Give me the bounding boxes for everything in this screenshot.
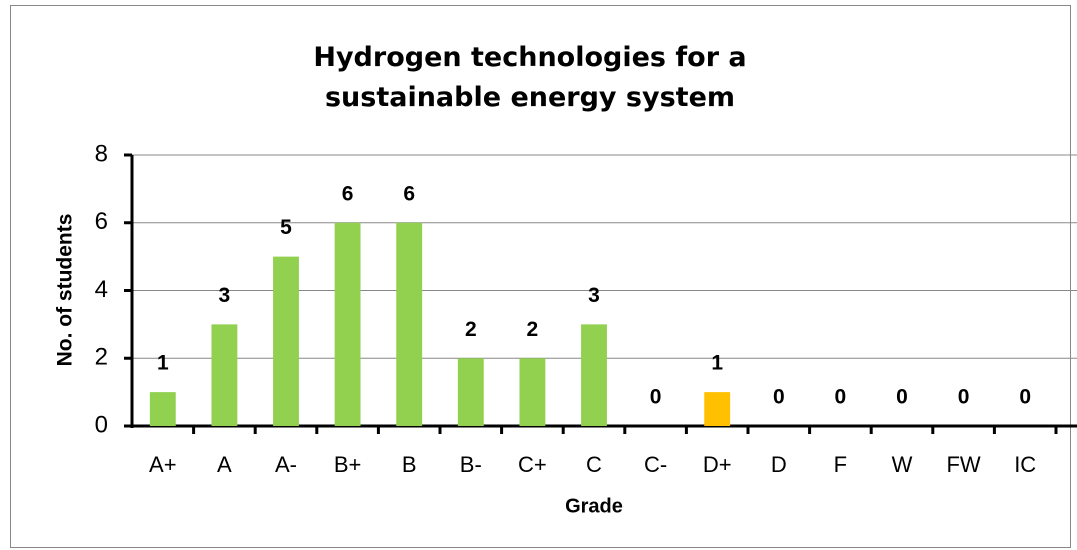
data-label: 2 [465,318,477,341]
x-tick-label: W [892,452,913,477]
x-tick-label: A [217,452,232,477]
bar [457,358,484,426]
x-tick-label: FW [946,452,980,477]
x-tick-label: C+ [518,452,547,477]
x-tick-label: A+ [149,452,177,477]
x-tick-label: F [834,452,847,477]
data-label: 3 [588,284,600,307]
x-tick-label: D+ [703,452,732,477]
bar [519,358,546,426]
chart-frame [10,5,1071,548]
y-axis-title: No. of students [54,214,77,367]
x-tick-label: B+ [334,452,362,477]
bar [581,324,607,426]
y-tick-label: 2 [95,344,108,371]
data-label: 0 [773,386,785,409]
data-label: 1 [157,352,169,375]
bar [273,256,299,426]
x-tick-label: C- [644,452,667,477]
x-tick-label: C [586,452,602,477]
bar [704,392,731,426]
x-tick-label: B- [460,452,482,477]
data-label: 3 [219,284,231,307]
x-tick-label: IC [1014,452,1036,477]
data-label: 1 [711,352,723,375]
x-tick-label: D [771,452,787,477]
data-label: 0 [958,386,970,409]
data-label: 6 [403,182,415,205]
x-tick-label: A- [275,452,297,477]
data-label: 0 [1019,386,1031,409]
x-axis-title: Grade [565,495,623,517]
data-label: 0 [650,386,662,409]
y-tick-label: 8 [95,140,108,167]
data-label: 6 [342,182,354,205]
y-tick-label: 6 [95,208,108,235]
bar [211,324,238,426]
data-label: 2 [527,318,539,341]
bar [334,222,361,426]
data-label: 0 [835,386,847,409]
data-label: 5 [280,216,292,239]
y-tick-label: 0 [95,411,108,438]
y-tick-label: 4 [95,276,108,303]
bar [396,222,423,426]
bar [149,392,176,426]
data-label: 0 [896,386,908,409]
x-tick-label: B [402,452,417,477]
chart-title: Hydrogen technologies for a sustainable … [313,42,747,113]
